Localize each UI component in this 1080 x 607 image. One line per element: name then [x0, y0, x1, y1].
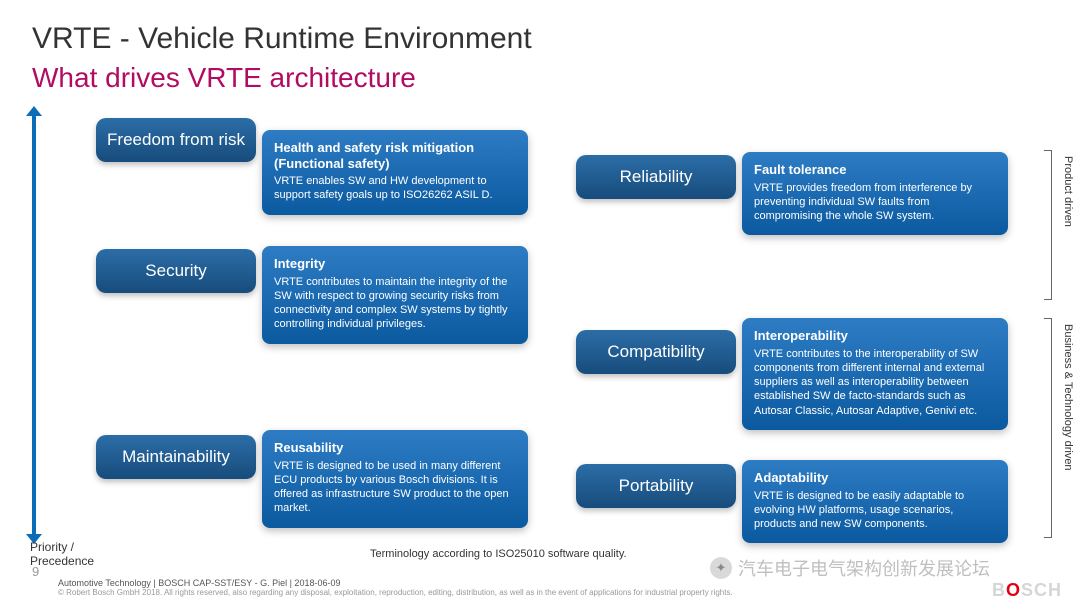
group-bracket	[1044, 150, 1052, 300]
driver-pill: Freedom from risk	[96, 118, 256, 162]
driver-card: Health and safety risk mitigation (Funct…	[262, 130, 528, 215]
title-sub: What drives VRTE architecture	[32, 62, 416, 94]
bosch-logo: BOSCH	[992, 580, 1062, 601]
driver-card-body: VRTE contributes to the interoperability…	[754, 347, 996, 418]
group-label: Business & Technology driven	[1062, 324, 1074, 532]
driver-pill: Maintainability	[96, 435, 256, 479]
driver-card: Integrity VRTE contributes to maintain th…	[262, 246, 528, 344]
driver-card-body: VRTE provides freedom from interference …	[754, 181, 996, 224]
driver-card-body: VRTE is designed to be easily adaptable …	[754, 489, 996, 532]
watermark: ✦ 汽车电子电气架构创新发展论坛	[710, 555, 990, 581]
terminology-note: Terminology according to ISO25010 softwa…	[370, 548, 627, 560]
slide: VRTE - Vehicle Runtime Environment What …	[0, 0, 1080, 607]
driver-pill: Security	[96, 249, 256, 293]
priority-axis	[32, 116, 36, 534]
driver-card-title: Fault tolerance	[754, 162, 996, 178]
driver-card-body: VRTE enables SW and HW development to su…	[274, 174, 516, 203]
title-main: VRTE - Vehicle Runtime Environment	[32, 22, 532, 56]
priority-label: Priority / Precedence	[30, 540, 94, 569]
wechat-icon: ✦	[710, 557, 732, 579]
driver-pill: Compatibility	[576, 330, 736, 374]
driver-card-title: Reusability	[274, 440, 516, 456]
driver-card-title: Integrity	[274, 256, 516, 272]
driver-card-title: Interoperability	[754, 328, 996, 344]
group-label: Product driven	[1062, 156, 1074, 294]
driver-card-title: Health and safety risk mitigation (Funct…	[274, 140, 516, 171]
driver-card-body: VRTE contributes to maintain the integri…	[274, 275, 516, 332]
driver-card-title: Adaptability	[754, 470, 996, 486]
driver-card: Fault tolerance VRTE provides freedom fro…	[742, 152, 1008, 235]
driver-card-body: VRTE is designed to be used in many diff…	[274, 459, 516, 516]
page-number: 9	[32, 564, 39, 579]
watermark-text: 汽车电子电气架构创新发展论坛	[738, 555, 990, 581]
footer-line2: © Robert Bosch GmbH 2018. All rights res…	[58, 588, 1048, 597]
driver-pill: Reliability	[576, 155, 736, 199]
driver-card: Adaptability VRTE is designed to be easil…	[742, 460, 1008, 543]
driver-card: Reusability VRTE is designed to be used i…	[262, 430, 528, 528]
driver-card: Interoperability VRTE contributes to the …	[742, 318, 1008, 430]
driver-pill: Portability	[576, 464, 736, 508]
group-bracket	[1044, 318, 1052, 538]
